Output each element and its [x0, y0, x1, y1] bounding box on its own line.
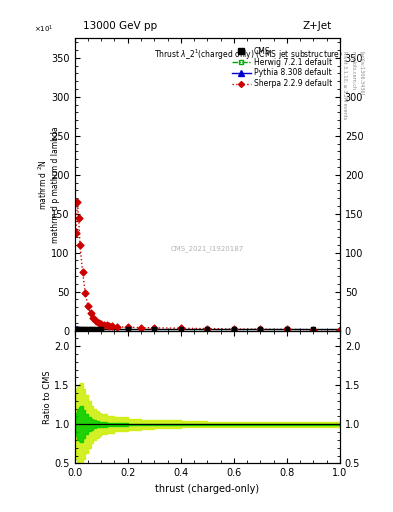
Text: CMS_2021_I1920187: CMS_2021_I1920187: [171, 245, 244, 252]
Point: [98, 325, 105, 333]
Point: [125, 325, 131, 333]
Text: Thrust $\lambda\_2^1$(charged only) (CMS jet substructure): Thrust $\lambda\_2^1$(charged only) (CMS…: [154, 47, 343, 61]
Point: [231, 325, 237, 333]
Point: [151, 324, 157, 332]
Point: [125, 323, 131, 331]
Point: [95, 325, 102, 333]
Point: [114, 323, 120, 331]
Point: [79, 325, 86, 333]
Legend: CMS, Herwig 7.2.1 default, Pythia 8.308 default, Sherpa 2.2.9 default: CMS, Herwig 7.2.1 default, Pythia 8.308 …: [230, 45, 334, 90]
Point: [95, 318, 102, 327]
Y-axis label: mathrm d $^2$N
mathrm d p mathrm d lambda: mathrm d $^2$N mathrm d p mathrm d lambd…: [37, 126, 60, 243]
Point: [310, 326, 317, 334]
Point: [90, 325, 96, 333]
Point: [284, 325, 290, 333]
Point: [257, 325, 263, 333]
X-axis label: thrust (charged-only): thrust (charged-only): [155, 484, 259, 494]
Point: [74, 325, 81, 333]
Text: $\times10^1$: $\times10^1$: [33, 24, 53, 35]
Point: [73, 325, 79, 333]
Point: [138, 324, 144, 332]
Point: [257, 325, 263, 333]
Point: [98, 320, 105, 328]
Point: [93, 317, 99, 325]
Point: [73, 229, 79, 237]
Point: [231, 325, 237, 333]
Point: [125, 325, 131, 333]
Y-axis label: Ratio to CMS: Ratio to CMS: [43, 370, 51, 424]
Point: [284, 325, 290, 333]
Point: [74, 325, 81, 333]
Point: [75, 325, 82, 333]
Point: [85, 302, 91, 310]
Point: [85, 325, 91, 333]
Point: [77, 325, 83, 333]
Point: [87, 325, 94, 333]
Point: [82, 325, 88, 333]
Text: Rivet 3.1.10, ≥ 3.2M events: Rivet 3.1.10, ≥ 3.2M events: [342, 51, 347, 119]
Point: [82, 289, 88, 297]
Point: [103, 322, 110, 330]
Point: [85, 325, 91, 333]
Point: [101, 321, 107, 329]
Point: [284, 325, 290, 333]
Point: [151, 325, 157, 333]
Point: [77, 241, 83, 249]
Point: [79, 325, 86, 333]
Point: [106, 322, 112, 330]
Point: [79, 268, 86, 276]
Text: [arXiv:1306.3436]: [arXiv:1306.3436]: [360, 51, 365, 96]
Text: 13000 GeV pp: 13000 GeV pp: [83, 21, 157, 31]
Point: [178, 324, 184, 332]
Point: [337, 326, 343, 334]
Point: [90, 314, 96, 322]
Point: [87, 309, 94, 317]
Point: [310, 325, 317, 333]
Text: mcplots.cern.ch: mcplots.cern.ch: [351, 51, 356, 90]
Point: [93, 325, 99, 333]
Point: [74, 325, 81, 333]
Point: [178, 325, 184, 333]
Text: Z+Jet: Z+Jet: [303, 21, 332, 31]
Point: [75, 214, 82, 222]
Point: [231, 325, 237, 333]
Point: [72, 325, 78, 333]
Point: [204, 325, 211, 333]
Point: [178, 325, 184, 333]
Point: [74, 198, 81, 206]
Point: [108, 322, 115, 330]
Point: [73, 325, 79, 333]
Point: [204, 325, 211, 333]
